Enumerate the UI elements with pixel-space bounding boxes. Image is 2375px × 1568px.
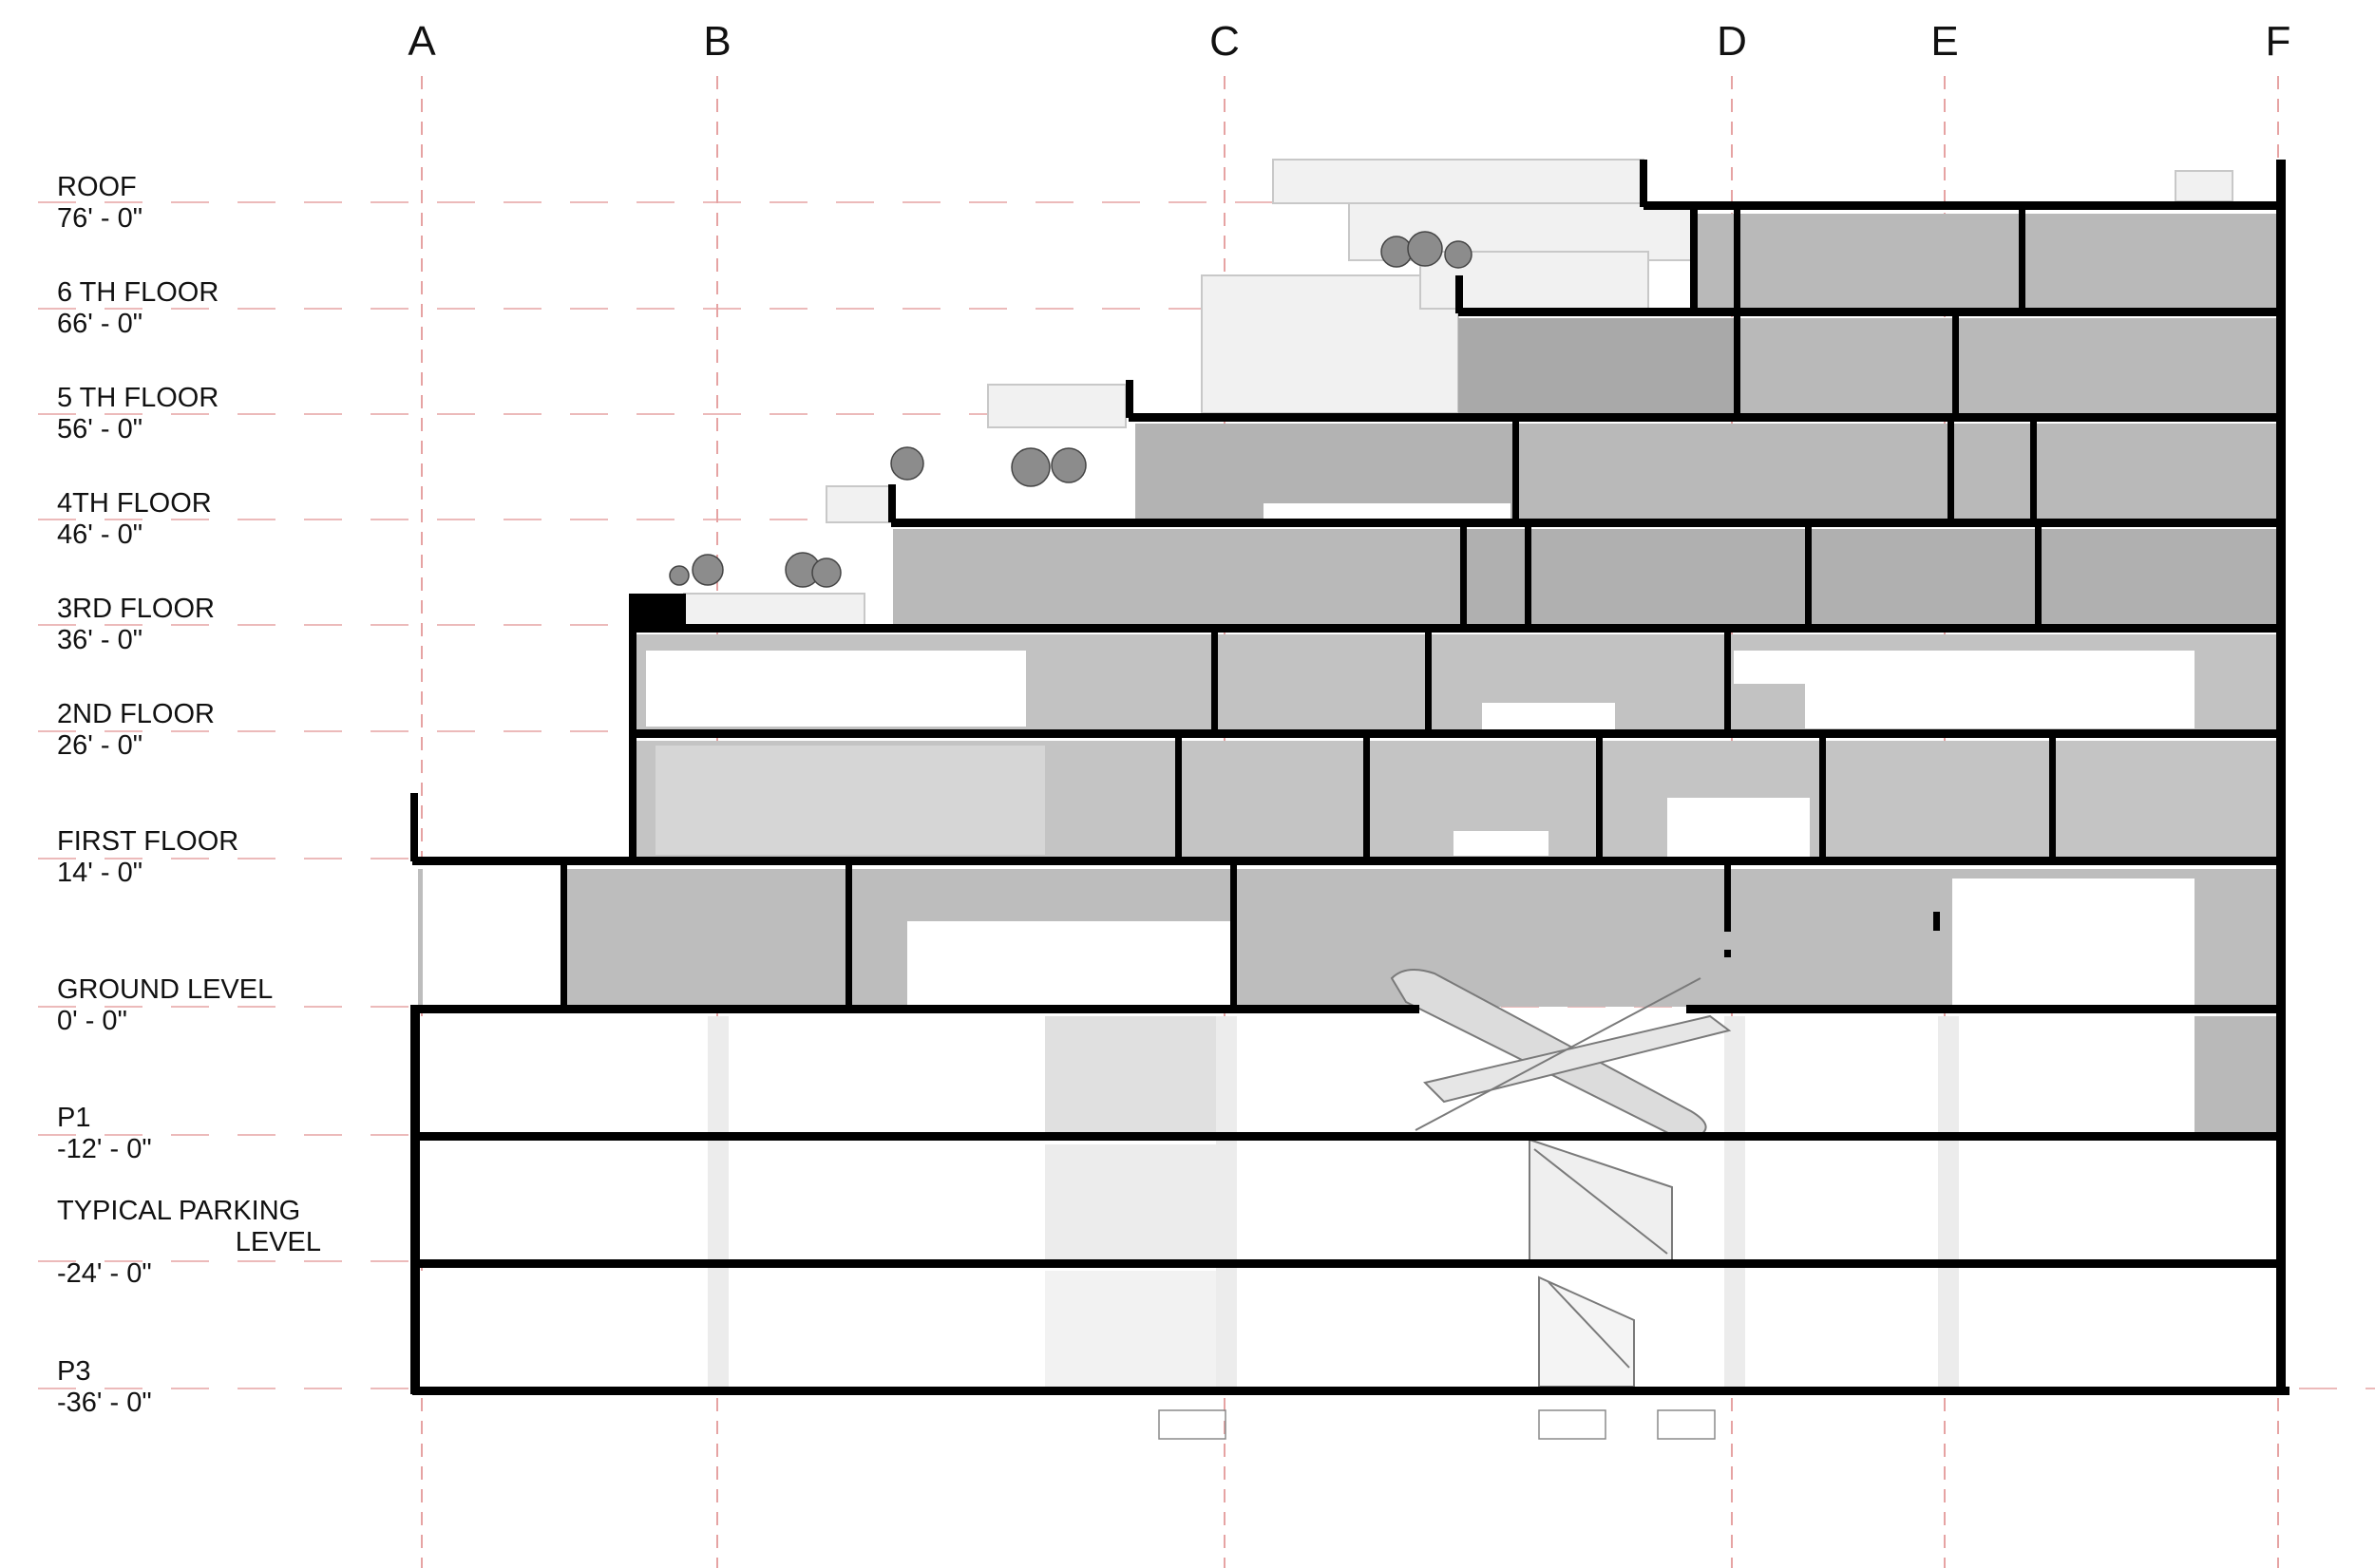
level-elevation: -12' - 0" [57,1134,152,1164]
level-name: 6 TH FLOOR [57,277,219,308]
level-name: 2ND FLOOR [57,699,215,729]
level-name: P3 [57,1356,91,1387]
level-elevation: 26' - 0" [57,730,142,761]
level-elevation: 66' - 0" [57,309,142,339]
level-name: ROOF [57,172,137,202]
level-name-line2: LEVEL [235,1227,321,1257]
level-label-p1: P1 -12' - 0" [57,1103,152,1165]
level-elevation: -24' - 0" [57,1258,152,1289]
level-name: FIRST FLOOR [57,826,239,857]
level-elevation: 14' - 0" [57,858,142,888]
gridline-label-d: D [1717,18,1747,65]
level-label-4th-floor: 4TH FLOOR 46' - 0" [57,488,212,551]
level-name: TYPICAL PARKING [57,1196,301,1226]
level-name: P1 [57,1103,91,1133]
level-label-2nd-floor: 2ND FLOOR 26' - 0" [57,699,215,762]
level-name: GROUND LEVEL [57,974,274,1005]
level-elevation: 36' - 0" [57,625,142,655]
room-fills [418,214,2280,1387]
level-label-typical-parking: TYPICAL PARKING LEVEL -24' - 0" [57,1196,323,1290]
level-label-6th-floor: 6 TH FLOOR 66' - 0" [57,277,218,340]
level-name: 5 TH FLOOR [57,383,219,413]
gridline-label-f: F [2265,18,2291,65]
gridline-label-c: C [1209,18,1240,65]
level-label-3rd-floor: 3RD FLOOR 36' - 0" [57,594,215,656]
gridline-label-a: A [408,18,436,65]
foundation-elements [1158,1409,1716,1440]
floor-slabs [410,160,2290,1395]
stair-core [1390,969,1732,1388]
level-name: 3RD FLOOR [57,594,215,624]
level-elevation: 76' - 0" [57,203,142,234]
level-label-5th-floor: 5 TH FLOOR 56' - 0" [57,383,218,445]
gridline-label-b: B [703,18,732,65]
level-elevation: -36' - 0" [57,1388,152,1418]
level-label-roof: ROOF 76' - 0" [57,172,142,235]
gridline-label-e: E [1930,18,1959,65]
level-elevation: 0' - 0" [57,1006,127,1036]
level-elevation: 46' - 0" [57,520,142,550]
level-name: 4TH FLOOR [57,488,212,519]
level-label-first-floor: FIRST FLOOR 14' - 0" [57,826,238,889]
level-elevation: 56' - 0" [57,414,142,444]
level-label-p3: P3 -36' - 0" [57,1356,152,1419]
terrace-planting [669,231,1472,588]
level-label-ground-level: GROUND LEVEL 0' - 0" [57,974,273,1037]
